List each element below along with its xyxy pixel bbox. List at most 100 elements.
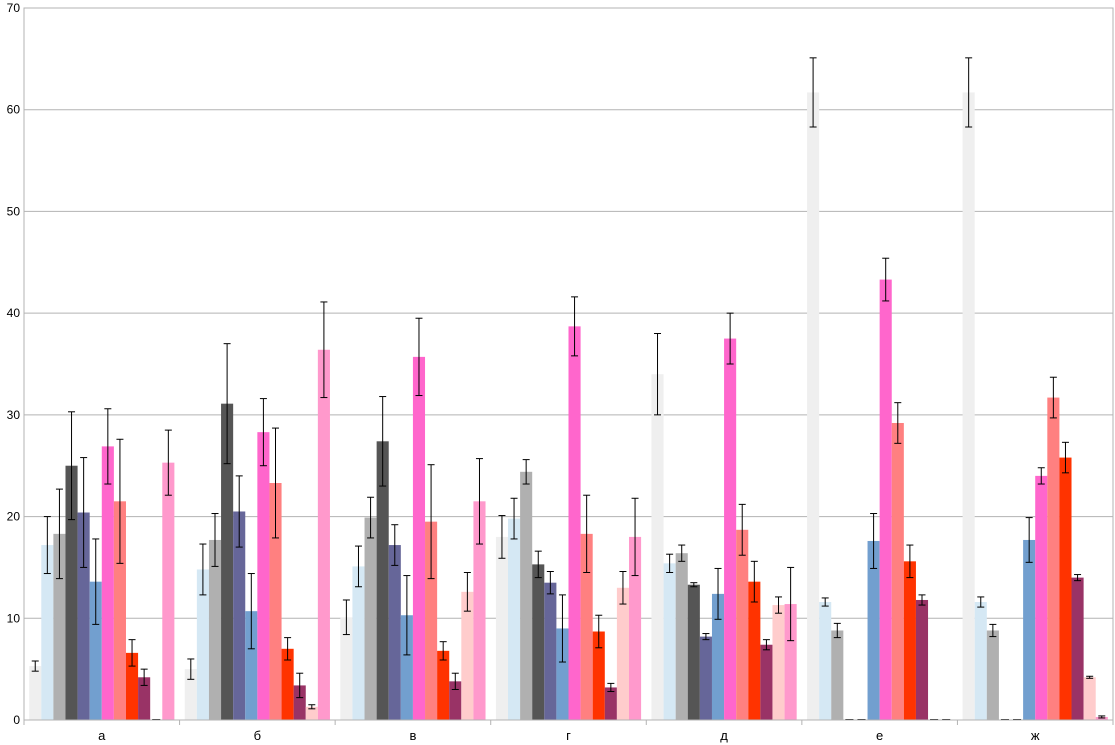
bar <box>903 561 916 720</box>
error-bar <box>762 639 770 651</box>
error-bar <box>259 398 267 467</box>
bar <box>208 539 222 720</box>
bar <box>101 446 114 720</box>
error-bar <box>821 597 829 607</box>
bar <box>711 593 725 720</box>
error-bar <box>284 637 292 661</box>
bar <box>425 521 438 720</box>
bar <box>544 582 557 720</box>
error-bar <box>607 682 615 693</box>
bar <box>437 650 450 720</box>
x-category-label: е <box>876 728 883 743</box>
bar <box>388 545 401 720</box>
bar <box>687 584 700 720</box>
error-bar <box>833 622 841 639</box>
bar <box>113 501 126 720</box>
error-bar <box>272 427 280 539</box>
y-tick-label: 40 <box>7 306 21 320</box>
error-bar <box>1098 715 1106 719</box>
error-bar <box>342 599 350 636</box>
y-tick-label: 70 <box>7 1 21 15</box>
error-bar <box>463 572 471 612</box>
error-bar <box>223 343 231 465</box>
bar <box>449 681 462 720</box>
y-tick-label: 30 <box>7 408 21 422</box>
bar <box>580 533 593 720</box>
bar <box>340 617 353 720</box>
bar <box>879 279 892 720</box>
bar <box>1023 539 1036 720</box>
x-category-label: ж <box>1031 728 1040 743</box>
bar <box>41 545 54 720</box>
error-bar <box>199 543 207 596</box>
error-bar <box>354 545 362 588</box>
error-bar <box>702 633 710 641</box>
error-bar <box>690 582 698 588</box>
error-bar <box>870 513 878 569</box>
error-bar <box>391 524 399 566</box>
error-bar <box>187 658 195 680</box>
bar <box>77 512 90 720</box>
bar <box>1047 397 1060 720</box>
error-bar <box>104 408 112 485</box>
bar <box>556 628 569 720</box>
bar <box>604 687 617 720</box>
bar <box>699 636 712 720</box>
error-bar <box>894 402 902 444</box>
bar <box>1095 716 1108 720</box>
error-bar <box>510 497 518 540</box>
bar <box>125 652 139 720</box>
plot-frame <box>23 7 1114 721</box>
bar <box>675 553 688 720</box>
error-bar <box>714 567 722 620</box>
x-category-label: д <box>720 728 728 743</box>
x-category-label: а <box>98 728 106 743</box>
bar <box>65 465 78 720</box>
error-bar <box>235 475 243 548</box>
bar <box>748 581 761 720</box>
bar <box>663 563 676 720</box>
bar <box>317 349 330 720</box>
bar <box>269 483 282 720</box>
error-bar <box>965 57 973 128</box>
error-bar <box>128 639 136 667</box>
bar <box>520 471 533 720</box>
y-tick-label: 0 <box>13 713 20 727</box>
y-tick-label: 60 <box>7 103 21 117</box>
bar <box>473 501 486 720</box>
error-bar <box>475 458 483 545</box>
error-bar <box>631 497 639 577</box>
error-bar <box>415 317 423 397</box>
bar <box>376 441 389 720</box>
bar <box>305 706 318 720</box>
error-bar <box>427 464 435 580</box>
bar <box>89 581 102 720</box>
x-category-label: г <box>566 728 571 743</box>
bar <box>784 604 797 720</box>
bar <box>245 611 258 720</box>
error-bar <box>678 544 686 562</box>
bar <box>293 685 306 720</box>
bar <box>629 536 642 720</box>
bar <box>651 374 664 720</box>
bar <box>616 587 629 720</box>
y-axis-tick-labels: 0 10 20 30 40 50 60 70 <box>7 1 21 727</box>
bar <box>1083 677 1096 720</box>
bar <box>974 602 987 720</box>
bar <box>568 326 581 720</box>
error-bar <box>1074 574 1082 582</box>
error-bar <box>439 641 447 661</box>
bar <box>831 630 844 720</box>
bar <box>891 422 904 720</box>
error-bar <box>809 57 817 128</box>
bar <box>772 605 785 720</box>
error-bar <box>367 496 375 539</box>
y-tick-label: 20 <box>7 510 21 524</box>
error-bar <box>666 553 674 574</box>
bar <box>281 648 294 720</box>
bar <box>1071 577 1084 720</box>
error-bar <box>522 459 530 485</box>
error-bar <box>308 704 316 710</box>
x-category-label: в <box>409 728 416 743</box>
